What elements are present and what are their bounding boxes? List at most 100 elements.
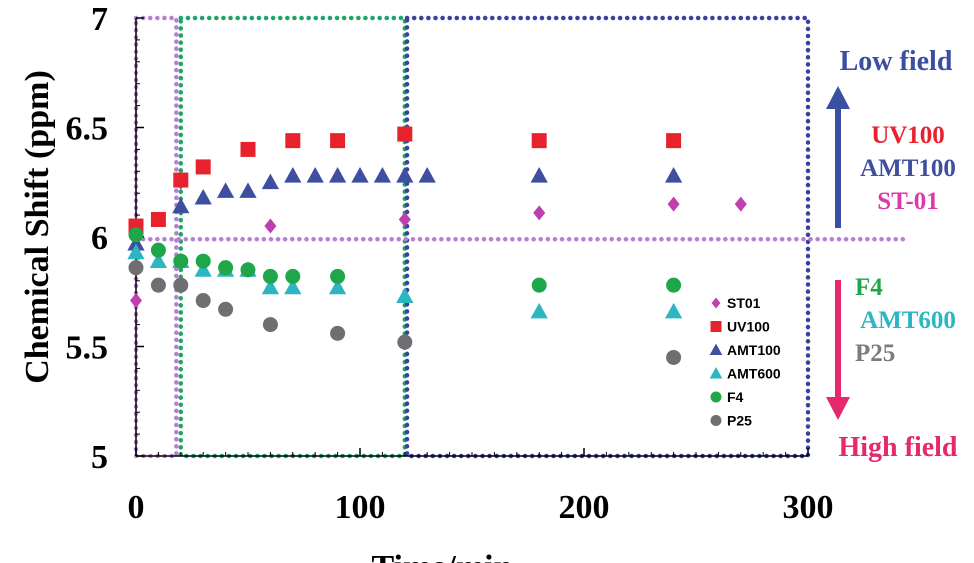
point-uv100: [240, 141, 256, 157]
point-amt100: [351, 167, 369, 183]
point-uv100: [150, 211, 166, 227]
x-tick-label: 200: [559, 489, 610, 526]
point-p25: [173, 277, 189, 293]
point-uv100: [531, 133, 547, 149]
x-tick-label: 100: [335, 489, 386, 526]
point-amt100: [664, 167, 683, 183]
up-group-label: AMT100: [860, 155, 956, 182]
down-group-label: AMT600: [860, 307, 956, 334]
low-field-label: Low field: [840, 46, 953, 77]
up-group-label: UV100: [871, 122, 945, 149]
point-amt100: [239, 182, 257, 198]
legend-marker-st01: [711, 297, 721, 309]
field-annotations: Low field High field UV100 AMT100 ST-01 F4…: [826, 46, 958, 463]
point-amt600: [127, 243, 145, 260]
data-points: [127, 126, 747, 365]
point-p25: [195, 293, 211, 309]
legend-label-f4: F4: [727, 389, 744, 405]
legend-marker-p25: [710, 415, 722, 426]
point-p25: [128, 260, 144, 276]
point-st01: [264, 218, 277, 234]
point-amt100: [194, 188, 212, 205]
point-uv100: [173, 172, 189, 188]
point-amt100: [306, 167, 324, 183]
point-amt600: [194, 261, 212, 277]
down-group-label: P25: [855, 340, 895, 367]
point-amt100: [373, 167, 392, 183]
x-axis-title: Time/min: [371, 549, 512, 563]
point-p25: [397, 334, 413, 350]
y-tick-label: 5: [91, 439, 108, 476]
point-amt100: [530, 167, 548, 183]
point-amt600: [328, 278, 347, 295]
high-field-label: High field: [838, 432, 957, 463]
point-st01: [398, 211, 411, 227]
point-f4: [218, 260, 234, 276]
y-tick-label: 5.5: [66, 330, 109, 367]
point-p25: [330, 325, 346, 341]
point-amt600: [284, 278, 302, 295]
legend: ST01 UV100 AMT100 AMT600 F4 P25: [709, 295, 781, 429]
legend-marker-f4: [710, 391, 722, 403]
point-amt600: [530, 302, 548, 319]
down-shift-group: F4 AMT600 P25: [855, 274, 956, 367]
legend-label-p25: P25: [727, 413, 752, 429]
y-tick-label: 6.5: [66, 111, 109, 148]
point-amt100: [127, 234, 145, 251]
point-p25: [262, 317, 278, 333]
point-amt100: [261, 173, 280, 190]
point-uv100: [285, 133, 301, 149]
point-p25: [666, 349, 682, 365]
legend-label-amt600: AMT600: [727, 366, 781, 382]
point-p25: [218, 301, 234, 317]
legend-label-amt100: AMT100: [727, 342, 781, 358]
point-f4: [285, 268, 301, 284]
point-amt600: [664, 302, 683, 319]
legend-marker-uv100: [710, 321, 722, 332]
point-st01: [130, 293, 142, 309]
point-st01: [667, 196, 680, 212]
region-box-3: [404, 15, 811, 459]
point-f4: [195, 253, 211, 269]
region-boxes: [133, 15, 811, 459]
legend-marker-amt600: [709, 367, 723, 379]
point-f4: [666, 277, 682, 293]
point-f4: [150, 242, 166, 258]
y-ticks: 5 5.5 6 6.5 7: [66, 1, 144, 476]
point-amt600: [261, 278, 280, 295]
point-amt100: [172, 197, 190, 214]
point-f4: [173, 253, 189, 269]
point-amt100: [284, 167, 302, 183]
legend-label-st01: ST01: [727, 295, 761, 311]
point-uv100: [330, 133, 346, 149]
point-f4: [240, 262, 256, 278]
point-amt600: [396, 287, 414, 304]
point-amt600: [149, 252, 168, 268]
point-amt100: [328, 167, 347, 183]
down-group-label: F4: [855, 274, 883, 301]
point-f4: [330, 268, 346, 284]
point-uv100: [397, 126, 413, 142]
up-shift-group: UV100 AMT100 ST-01: [860, 122, 956, 215]
legend-marker-amt100: [709, 343, 723, 356]
legend-label-uv100: UV100: [727, 319, 770, 335]
point-amt100: [216, 182, 235, 198]
point-f4: [262, 268, 278, 284]
down-arrow-icon: [826, 397, 850, 420]
point-st01: [533, 205, 546, 221]
point-p25: [150, 277, 166, 293]
point-f4: [128, 227, 144, 243]
point-uv100: [666, 133, 682, 149]
point-f4: [531, 277, 547, 293]
x-tick-label: 0: [128, 489, 145, 526]
y-axis-title: Chemical Shift (ppm): [19, 70, 56, 384]
y-tick-label: 6: [91, 220, 108, 257]
x-tick-label: 300: [783, 489, 834, 526]
y-tick-label: 7: [91, 1, 108, 38]
point-st01: [734, 196, 747, 212]
point-amt100: [418, 167, 436, 183]
point-uv100: [195, 159, 211, 175]
point-amt100: [396, 167, 414, 183]
up-group-label: ST-01: [877, 188, 939, 215]
